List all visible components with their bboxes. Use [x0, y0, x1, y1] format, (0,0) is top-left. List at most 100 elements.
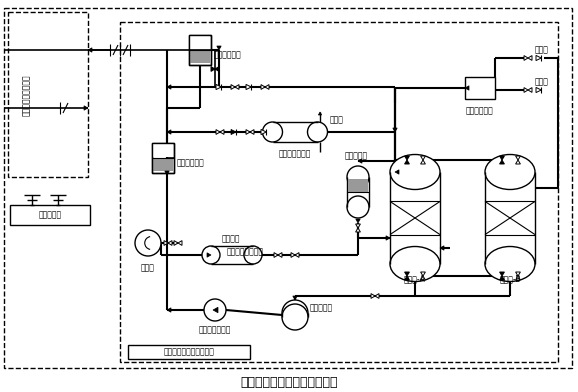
Polygon shape [499, 156, 505, 160]
Polygon shape [216, 84, 221, 90]
Ellipse shape [347, 166, 369, 188]
Ellipse shape [390, 247, 440, 281]
Polygon shape [295, 252, 299, 258]
Polygon shape [405, 272, 409, 276]
Polygon shape [231, 85, 235, 89]
Polygon shape [355, 228, 361, 232]
Polygon shape [528, 56, 532, 60]
Polygon shape [421, 272, 425, 276]
Polygon shape [164, 241, 168, 245]
Polygon shape [499, 272, 505, 276]
Text: 後置フィルタ: 後置フィルタ [214, 51, 242, 60]
Polygon shape [246, 130, 250, 134]
Polygon shape [231, 129, 236, 134]
Polygon shape [524, 56, 528, 60]
Bar [152, 143, 174, 173]
Text: 重水・ヘリウム系室: 重水・ヘリウム系室 [21, 74, 31, 116]
Text: 収集タンク: 収集タンク [310, 303, 333, 312]
Ellipse shape [282, 304, 308, 330]
Polygon shape [167, 85, 171, 89]
Polygon shape [235, 85, 239, 89]
Polygon shape [250, 130, 254, 134]
Bar [189, 35, 211, 65]
Polygon shape [278, 252, 282, 258]
Polygon shape [215, 67, 219, 71]
Polygon shape [499, 160, 505, 164]
Text: 吸着塔-A: 吸着塔-A [404, 274, 426, 283]
Ellipse shape [262, 122, 283, 142]
Polygon shape [421, 156, 425, 160]
Polygon shape [386, 236, 390, 240]
Ellipse shape [307, 122, 328, 142]
Bar [120, 22, 558, 362]
Polygon shape [220, 130, 224, 134]
Polygon shape [174, 241, 178, 245]
Polygon shape [405, 156, 409, 160]
Polygon shape [440, 246, 444, 250]
Polygon shape [536, 87, 541, 93]
Bar [465, 77, 495, 99]
Ellipse shape [282, 300, 308, 326]
Circle shape [204, 299, 226, 321]
Polygon shape [293, 296, 297, 300]
Polygon shape [216, 130, 220, 134]
Text: 一般換気系: 一般換気系 [39, 211, 62, 220]
Polygon shape [421, 160, 425, 164]
Bar [152, 143, 174, 173]
Polygon shape [318, 112, 321, 115]
Bar [348, 179, 368, 192]
Text: 加熱時: 加熱時 [535, 78, 549, 87]
Text: ブライン: ブライン [222, 234, 240, 243]
Text: 冷却時: 冷却時 [535, 45, 549, 54]
Bar [211, 246, 253, 264]
Text: 前置フィルタ: 前置フィルタ [177, 158, 205, 167]
Polygon shape [499, 276, 505, 280]
Bar [8, 12, 88, 177]
Bar [189, 35, 211, 65]
Polygon shape [265, 85, 269, 89]
Ellipse shape [485, 154, 535, 189]
Ellipse shape [485, 247, 535, 281]
Ellipse shape [244, 246, 262, 264]
Polygon shape [405, 276, 409, 280]
Polygon shape [274, 252, 278, 258]
Text: 再生用加熱器: 再生用加熱器 [466, 106, 494, 115]
Text: 吸着塔-B: 吸着塔-B [499, 274, 521, 283]
Polygon shape [168, 241, 172, 245]
Text: ブロア出口冷却器: ブロア出口冷却器 [227, 247, 264, 256]
Text: 再生空気冷却器: 再生空気冷却器 [279, 149, 311, 158]
Polygon shape [516, 272, 520, 276]
Bar [153, 144, 173, 157]
Polygon shape [261, 85, 265, 89]
Text: トリチウム除去換気系系統図: トリチウム除去換気系系統図 [240, 376, 338, 388]
Polygon shape [217, 46, 221, 50]
Polygon shape [88, 48, 92, 52]
Ellipse shape [347, 196, 369, 218]
Polygon shape [516, 160, 520, 164]
Bar [128, 345, 250, 359]
Polygon shape [167, 308, 171, 312]
Polygon shape [375, 294, 379, 298]
Polygon shape [213, 307, 218, 313]
Polygon shape [84, 106, 88, 110]
Text: 冷却水: 冷却水 [330, 116, 344, 125]
Polygon shape [393, 128, 397, 132]
Polygon shape [211, 67, 215, 71]
Polygon shape [395, 170, 399, 174]
Polygon shape [165, 171, 169, 175]
Polygon shape [178, 241, 182, 245]
Polygon shape [421, 276, 425, 280]
Text: 水滴分離器: 水滴分離器 [344, 151, 368, 160]
Polygon shape [358, 159, 362, 163]
Polygon shape [356, 219, 360, 223]
Polygon shape [167, 130, 171, 134]
Polygon shape [536, 55, 541, 61]
Polygon shape [516, 156, 520, 160]
Polygon shape [207, 253, 211, 257]
Text: 集液移送ポンプ: 集液移送ポンプ [199, 325, 231, 334]
Bar [10, 205, 90, 225]
Ellipse shape [390, 154, 440, 189]
Polygon shape [246, 84, 251, 90]
Bar [190, 36, 210, 49]
Polygon shape [528, 87, 532, 93]
